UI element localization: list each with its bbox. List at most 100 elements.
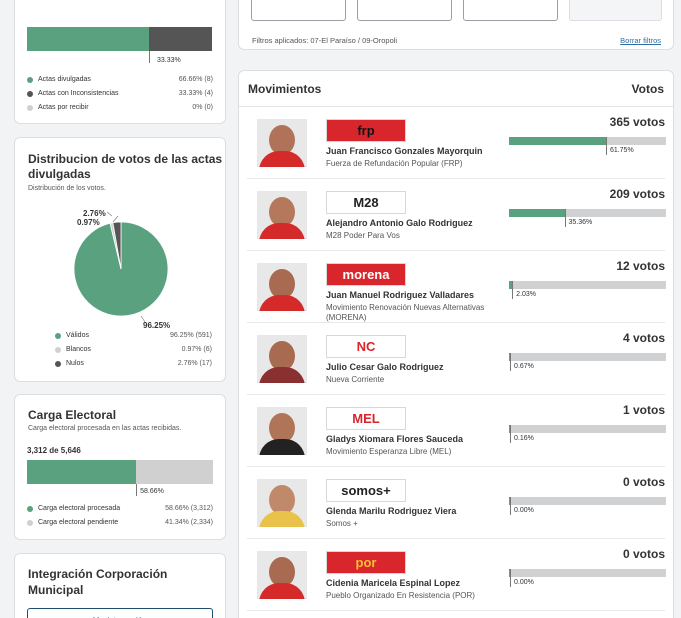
party-logo-text: NC — [356, 339, 376, 354]
actas-legend-por-recibir: Actas por recibir 0% (0) — [27, 102, 213, 113]
legend-value: 58.66% (3,312) — [165, 505, 213, 512]
legend-value: 41.34% (2,334) — [165, 519, 213, 526]
photo-shirt — [259, 583, 305, 599]
candidate-party: Movimiento Esperanza Libre (MEL) — [326, 447, 452, 456]
movimientos-header: Movimientos Votos — [239, 71, 673, 107]
legend-dot — [55, 332, 61, 339]
filters-applied: Filtros aplicados: 07-El Paraíso / 09-Or… — [252, 36, 397, 45]
movimientos-card: Movimientos Votos frp Juan Francisco Gon… — [238, 70, 674, 618]
filter-select-1[interactable] — [251, 0, 346, 21]
carga-legend-procesada: Carga electoral procesada 58.66% (3,312) — [27, 503, 213, 514]
validos-leader-line — [140, 315, 146, 323]
candidate-votes: 365 votos — [609, 115, 665, 129]
candidate-party: Nueva Corriente — [326, 375, 385, 384]
photo-face — [269, 269, 295, 299]
vote-pct: 2.03% — [516, 291, 537, 298]
candidate-name: Juan Francisco Gonzales Mayorquin — [326, 146, 483, 156]
photo-shirt — [259, 367, 305, 383]
candidate-photo — [257, 407, 307, 455]
party-logo: somos+ — [326, 479, 406, 502]
distribucion-title-line1: Distribucion de votos de las actas — [28, 152, 223, 166]
candidate-votes: 1 votos — [622, 403, 665, 417]
candidate-party: Pueblo Organizado En Resistencia (POR) — [326, 591, 475, 600]
candidate-name: Gladys Xiomara Flores Sauceda — [326, 434, 464, 444]
legend-label: Actas divulgadas — [38, 76, 91, 83]
legend-dot — [27, 90, 33, 97]
vote-pct: 61.75% — [609, 147, 634, 154]
legend-value: 66.66% (8) — [178, 76, 213, 83]
nulos-leader-line — [106, 211, 113, 217]
candidate-votes: 12 votos — [616, 259, 665, 273]
candidate-photo — [257, 479, 307, 527]
photo-face — [269, 197, 295, 227]
photo-face — [269, 413, 295, 443]
party-logo: por — [326, 551, 406, 574]
vote-bar-tick — [510, 569, 511, 587]
ver-integracion-button[interactable]: Ver integración — [27, 608, 213, 618]
filters-applied-value: 07-El Paraíso / 09-Oropoli — [310, 36, 398, 45]
carga-count: 3,312 de 5,646 — [27, 446, 81, 455]
legend-value: 0% (0) — [192, 104, 213, 111]
party-logo-text: por — [355, 555, 377, 570]
legend-label: Carga electoral procesada — [38, 505, 121, 512]
photo-shirt — [259, 295, 305, 311]
distribucion-subtitle: Distribución de los votos. — [28, 185, 106, 192]
party-logo-text: frp — [357, 123, 375, 138]
vote-pct: 0.16% — [514, 435, 534, 442]
distribucion-pie-chart: 2.76% 0.97% 96.25% — [73, 209, 170, 330]
pie-label-blancos: 0.97% — [77, 218, 100, 227]
candidate-row: somos+ Glenda Marilu Rodriguez Viera Som… — [247, 467, 666, 539]
vote-bar-fill — [509, 353, 511, 361]
integracion-title-line1: Integración Corporación — [28, 567, 168, 581]
legend-dot — [27, 505, 33, 512]
party-logo: morena — [326, 263, 406, 286]
candidate-votes: 0 votos — [622, 475, 665, 489]
vote-bar-tick — [605, 137, 607, 155]
vote-bar-fill — [509, 137, 606, 145]
photo-shirt — [259, 511, 305, 527]
candidate-photo — [257, 119, 307, 167]
vote-bar-fill — [509, 209, 565, 217]
integracion-card: Integración Corporación Municipal Ver in… — [14, 553, 226, 618]
candidate-party: Fuerza de Refundación Popular (FRP) — [326, 159, 463, 168]
borrar-filtros-link[interactable]: Borrar filtros — [620, 36, 661, 45]
carga-bar — [27, 460, 213, 484]
votos-header: Votos — [631, 82, 664, 96]
actas-bar-label: 33.33% — [157, 57, 181, 64]
vote-bar — [509, 497, 666, 505]
candidate-name: Julio Cesar Galo Rodriguez — [326, 362, 444, 372]
dist-legend-blancos: Blancos 0.97% (6) — [55, 344, 212, 355]
pie-label-validos: 96.25% — [143, 321, 170, 330]
photo-shirt — [259, 223, 305, 239]
vote-bar — [509, 569, 666, 577]
candidate-row: frp Juan Francisco Gonzales Mayorquin Fu… — [247, 107, 666, 179]
legend-label: Válidos — [66, 332, 89, 339]
filter-button[interactable] — [569, 0, 662, 21]
carga-procesada-fill — [27, 460, 137, 484]
legend-label: Nulos — [66, 360, 84, 367]
legend-value: 96.25% (591) — [169, 332, 212, 339]
party-logo: NC — [326, 335, 406, 358]
carga-electoral-card: Carga Electoral Carga electoral procesad… — [14, 394, 226, 540]
actas-bar-tick — [149, 51, 150, 63]
distribucion-card: Distribucion de votos de las actas divul… — [14, 137, 226, 382]
photo-face — [269, 485, 295, 515]
legend-label: Carga electoral pendiente — [38, 519, 119, 526]
photo-face — [269, 125, 295, 155]
legend-label: Actas con Inconsistencias — [38, 90, 119, 97]
filter-select-3[interactable] — [463, 0, 558, 21]
vote-bar-fill — [509, 425, 510, 433]
actas-card: 33.33% Actas divulgadas 66.66% (8) Actas… — [14, 0, 226, 124]
photo-shirt — [259, 439, 305, 455]
candidate-row: NC Julio Cesar Galo Rodriguez Nueva Corr… — [247, 323, 666, 395]
party-logo: M28 — [326, 191, 406, 214]
filter-select-2[interactable] — [357, 0, 452, 21]
party-logo-text: morena — [342, 267, 390, 282]
filters-panel: Filtros aplicados: 07-El Paraíso / 09-Or… — [238, 0, 674, 50]
dist-legend-nulos: Nulos 2.76% (17) — [55, 358, 212, 369]
legend-value: 33.33% (4) — [178, 90, 213, 97]
candidate-name: Cidenia Maricela Espinal Lopez — [326, 578, 461, 588]
legend-value: 2.76% (17) — [177, 360, 212, 367]
vote-pct: 0.00% — [514, 507, 534, 514]
vote-bar-tick — [512, 281, 514, 299]
